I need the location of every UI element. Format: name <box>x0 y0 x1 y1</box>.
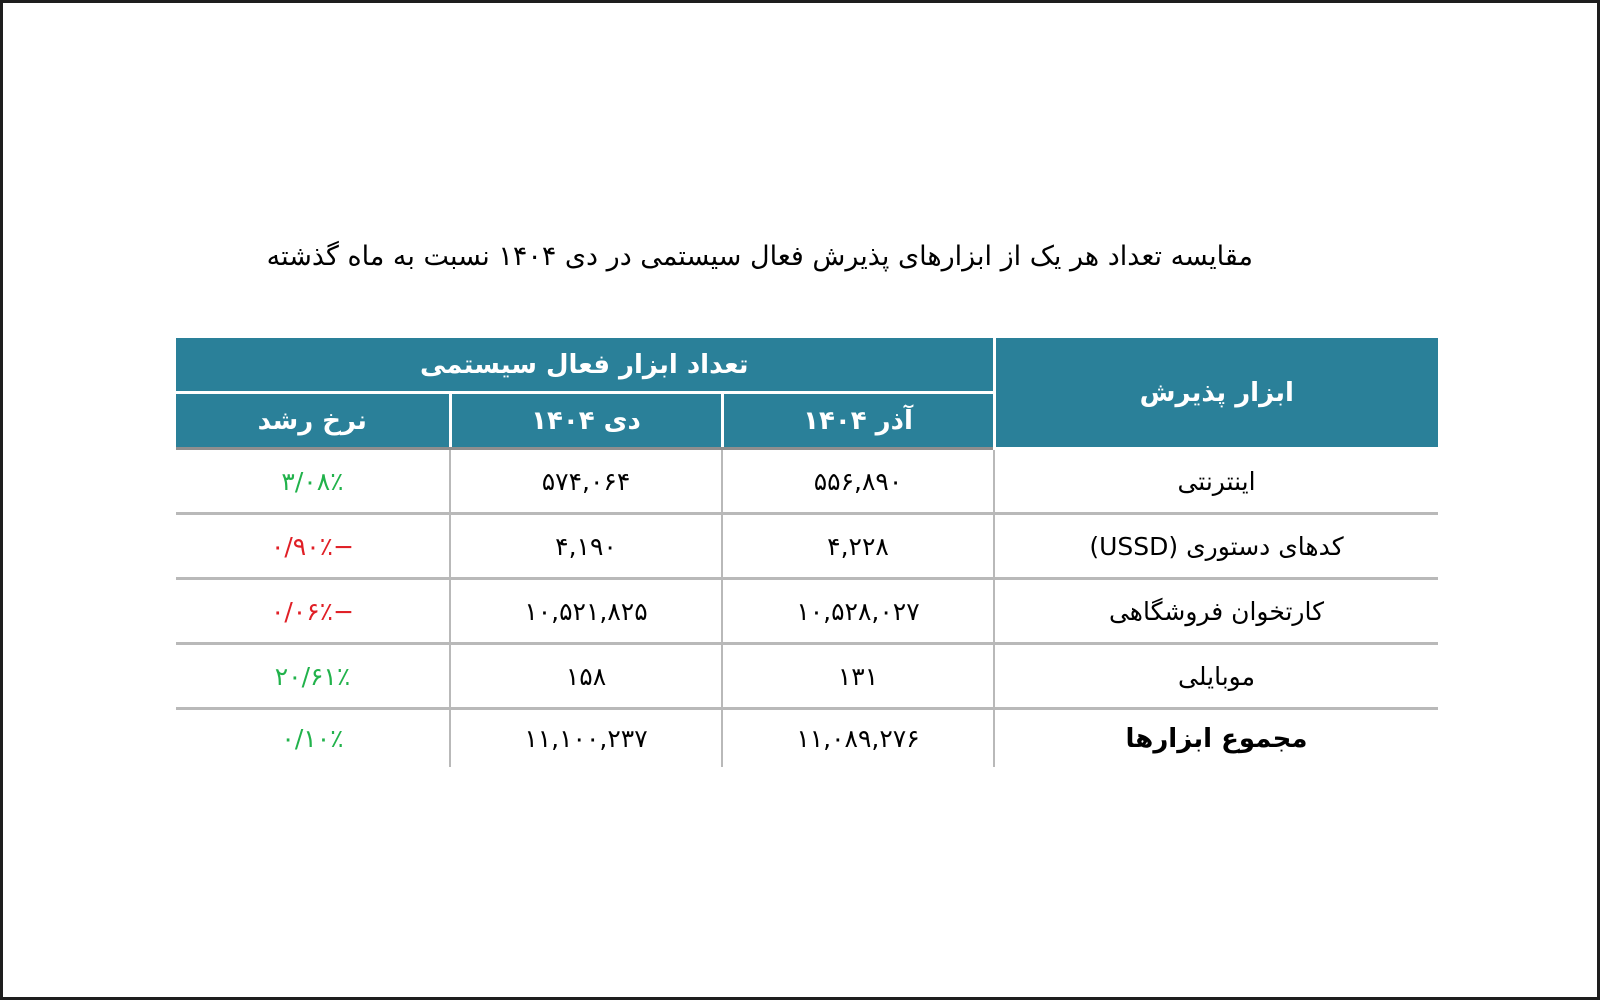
header-dey: دی ۱۴۰۴ <box>448 392 722 450</box>
header-tool: ابزار پذیرش <box>992 338 1438 450</box>
tool-name: موبایلی <box>993 643 1438 710</box>
dey-value: ۵۷۴,۰۶۴ <box>449 448 722 515</box>
total-growth-value: ۰/۱۰٪ <box>281 724 344 753</box>
total-azar-value: ۱۱,۰۸۹,۲۷۶ <box>721 708 994 767</box>
table-row: کارتخوان فروشگاهی ۱۰,۵۲۸,۰۲۷ ۱۰,۵۲۱,۸۲۵ … <box>176 578 1438 645</box>
growth-value: −۰/۹۰٪ <box>176 513 450 580</box>
azar-value: ۱۳۱ <box>721 643 994 710</box>
growth-value: −۰/۰۶٪ <box>176 578 450 645</box>
azar-value: ۴,۲۲۸ <box>721 513 994 580</box>
tool-name: اینترنتی <box>993 448 1438 515</box>
header-azar: آذر ۱۴۰۴ <box>720 392 994 450</box>
total-dey-value: ۱۱,۱۰۰,۲۳۷ <box>449 708 722 767</box>
tool-name: کدهای دستوری (USSD) <box>993 513 1438 580</box>
azar-value: ۵۵۶,۸۹۰ <box>721 448 994 515</box>
tool-name: کارتخوان فروشگاهی <box>993 578 1438 645</box>
table-title: مقایسه تعداد هر یک از ابزارهای پذیرش فعا… <box>266 241 1253 272</box>
dey-value: ۴,۱۹۰ <box>449 513 722 580</box>
header-active-count: تعداد ابزار فعال سیستمی <box>176 338 994 394</box>
header-growth: نرخ رشد <box>176 392 450 450</box>
dey-value: ۱۰,۵۲۱,۸۲۵ <box>449 578 722 645</box>
growth-value: ۳/۰۸٪ <box>176 448 450 515</box>
table-row: کدهای دستوری (USSD) ۴,۲۲۸ ۴,۱۹۰ −۰/۹۰٪ <box>176 513 1438 580</box>
total-label: مجموع ابزارها <box>993 708 1438 767</box>
table-row: موبایلی ۱۳۱ ۱۵۸ ۲۰/۶۱٪ <box>176 643 1438 710</box>
table-row: اینترنتی ۵۵۶,۸۹۰ ۵۷۴,۰۶۴ ۳/۰۸٪ <box>176 448 1438 515</box>
comparison-table: ابزار پذیرش تعداد ابزار فعال سیستمی آذر … <box>176 338 1438 767</box>
dey-value: ۱۵۸ <box>449 643 722 710</box>
total-row: مجموع ابزارها ۱۱,۰۸۹,۲۷۶ ۱۱,۱۰۰,۲۳۷ ۰/۱۰… <box>176 708 1438 767</box>
azar-value: ۱۰,۵۲۸,۰۲۷ <box>721 578 994 645</box>
growth-value: ۲۰/۶۱٪ <box>176 643 450 710</box>
